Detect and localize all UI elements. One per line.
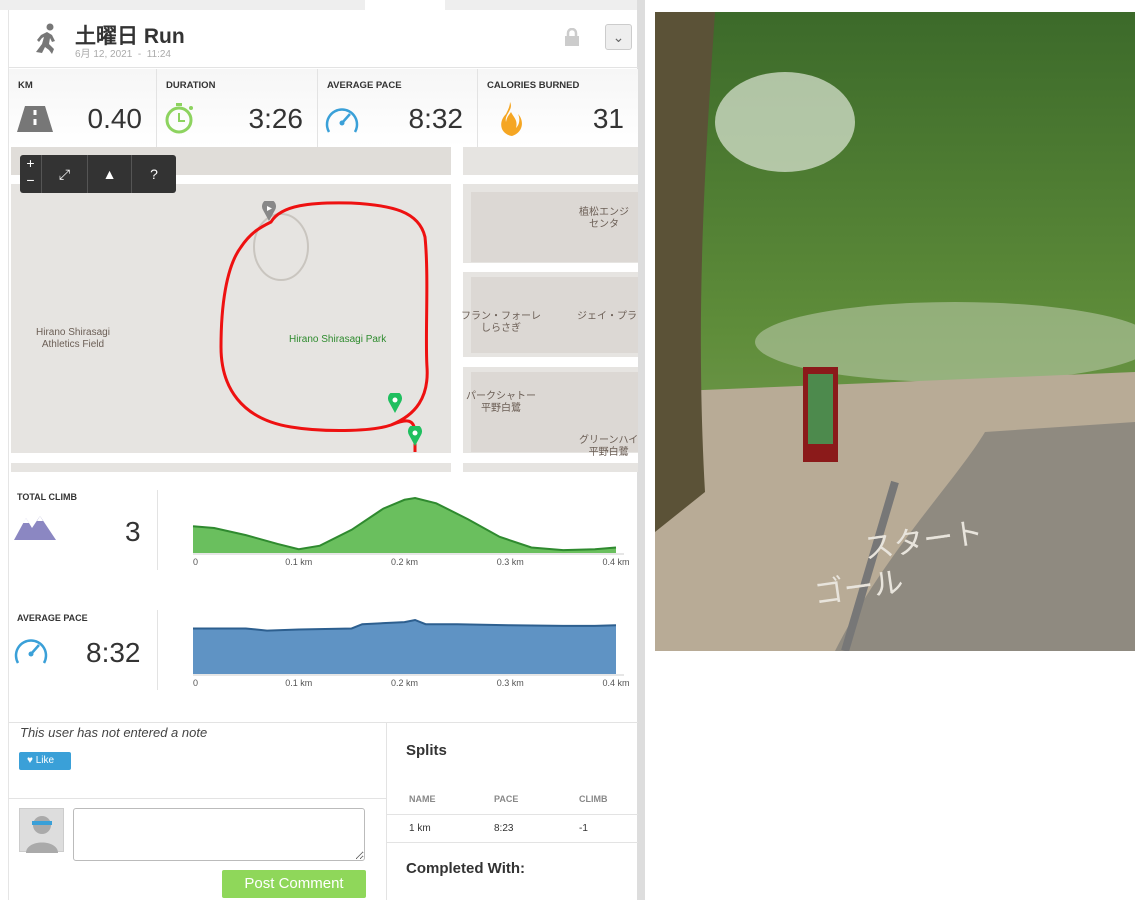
col-name: NAME (409, 794, 436, 804)
x-tick-label: 0.2 km (391, 557, 418, 567)
map-label-poi: ジェイ・プラ (577, 311, 637, 322)
runner-icon (36, 23, 55, 54)
top-tab-bar (0, 0, 640, 10)
speedometer-icon (14, 639, 48, 664)
x-tick-label: 0.4 km (602, 678, 629, 688)
pace-label: AVERAGE PACE (17, 613, 88, 623)
finish-marker-icon (408, 426, 422, 446)
map-controls: + − ⤢ ▲ ? (20, 155, 176, 193)
mountains-icon (14, 516, 56, 540)
splits-title: Splits (406, 742, 447, 759)
x-tick-label: 0.4 km (602, 557, 629, 567)
speedometer-icon (325, 108, 359, 133)
table-row: 1 km 8:23 -1 (387, 814, 638, 843)
stat-label: KM (18, 80, 33, 91)
stat-duration: DURATION 3:26 (157, 69, 318, 147)
stat-average-pace: AVERAGE PACE 8:32 (318, 69, 478, 147)
zoom-buttons[interactable]: + − (20, 155, 42, 193)
like-label: Like (35, 755, 55, 766)
x-tick-label: 0 (193, 557, 198, 567)
workout-panel: 土曜日 Run 6月 12, 2021 - 11:24 ⌄ KM 0.40 DU… (8, 10, 638, 900)
fullscreen-button[interactable]: ⤢ (42, 155, 88, 193)
split-pace: 8:23 (494, 823, 514, 834)
map-label-park: Hirano Shirasagi Park (289, 334, 387, 345)
stat-calories: CALORIES BURNED 31 (478, 69, 638, 147)
stat-km: KM 0.40 (9, 69, 157, 147)
stat-value: 8:32 (408, 103, 464, 134)
like-button[interactable]: ♥ Like (19, 752, 71, 770)
marker-icon (388, 393, 402, 413)
x-tick-label: 0.2 km (391, 678, 418, 688)
climb-label: TOTAL CLIMB (17, 492, 77, 502)
pace-section: AVERAGE PACE 8:32 0 0.1 km 0.2 km 0.3 km 0.4… (9, 600, 638, 710)
stat-value: 0.40 (87, 103, 143, 134)
pace-chart: 0 0.1 km 0.2 km 0.3 km 0.4 km (193, 618, 630, 688)
stopwatch-icon (165, 103, 193, 134)
workout-header: 土曜日 Run 6月 12, 2021 - 11:24 ⌄ (9, 10, 638, 68)
start-marker-icon (262, 201, 276, 221)
x-tick-label: 0 (193, 678, 198, 688)
zoom-out-button[interactable]: − (26, 172, 35, 188)
pace-value: 8:32 (86, 637, 141, 668)
x-tick-label: 0.1 km (285, 557, 312, 567)
area-fill (193, 620, 616, 674)
route-photo[interactable]: スタート ゴール (655, 12, 1135, 651)
x-tick-label: 0.1 km (285, 678, 312, 688)
stat-label: AVERAGE PACE (327, 80, 402, 91)
workout-title: 土曜日 Run (75, 25, 185, 48)
options-dropdown-button[interactable]: ⌄ (605, 24, 632, 50)
route-map[interactable]: + − ⤢ ▲ ? Hirano Shirasagi Athletics Fiel… (11, 147, 638, 472)
col-climb: CLIMB (579, 794, 608, 804)
comment-input[interactable] (73, 808, 365, 861)
chevron-down-icon: ⌄ (612, 29, 625, 45)
completed-with-title: Completed With: (406, 860, 526, 877)
zoom-in-button[interactable]: + (26, 155, 35, 171)
note-text: This user has not entered a note (20, 725, 208, 740)
stats-bar: KM 0.40 DURATION 3:26 AVERAGE PACE 8:32 … (9, 69, 638, 147)
x-tick-label: 0.3 km (497, 678, 524, 688)
lock-icon[interactable] (564, 28, 580, 46)
map-label-poi: グリーンハイ 平野白鷺 (579, 435, 638, 458)
avatar (19, 808, 64, 853)
splits-panel: Splits NAME PACE CLIMB 1 km 8:23 -1 Comp… (386, 722, 638, 900)
split-climb: -1 (579, 823, 588, 834)
park-photo-image: スタート ゴール (655, 12, 1135, 651)
split-name: 1 km (409, 823, 431, 834)
stat-label: DURATION (166, 80, 216, 91)
map-label-poi: 植松エンジ センタ (579, 207, 629, 230)
workout-date: 6月 12, 2021 - 11:24 (75, 49, 171, 60)
series-line (192, 496, 617, 552)
terrain-button[interactable]: ▲ (88, 155, 132, 193)
pane-divider[interactable] (637, 0, 645, 900)
stat-value: 31 (592, 103, 624, 134)
map-label-poi: パークシャトー 平野白鷺 (466, 391, 536, 414)
stat-value: 3:26 (248, 103, 304, 134)
map-label-poi: フラン・フォーレ しらさぎ (461, 311, 541, 334)
post-comment-button[interactable]: Post Comment (222, 870, 366, 898)
stat-label: CALORIES BURNED (487, 80, 580, 91)
road-icon (17, 106, 53, 132)
heart-icon: ♥ (27, 755, 33, 766)
x-tick-label: 0.3 km (497, 557, 524, 567)
help-button[interactable]: ? (150, 166, 158, 182)
climb-section: TOTAL CLIMB 3 0 0.1 km 0.2 km 0.3 km 0.4 km (9, 480, 638, 590)
climb-value: 3 (125, 516, 141, 547)
climb-chart: 0 0.1 km 0.2 km 0.3 km 0.4 km (192, 496, 630, 567)
series-line (193, 618, 617, 632)
map-base (11, 147, 638, 472)
flame-icon (501, 102, 522, 136)
area-fill (193, 498, 616, 553)
col-pace: PACE (494, 794, 519, 804)
map-label-field: Hirano Shirasagi Athletics Field (36, 327, 110, 350)
